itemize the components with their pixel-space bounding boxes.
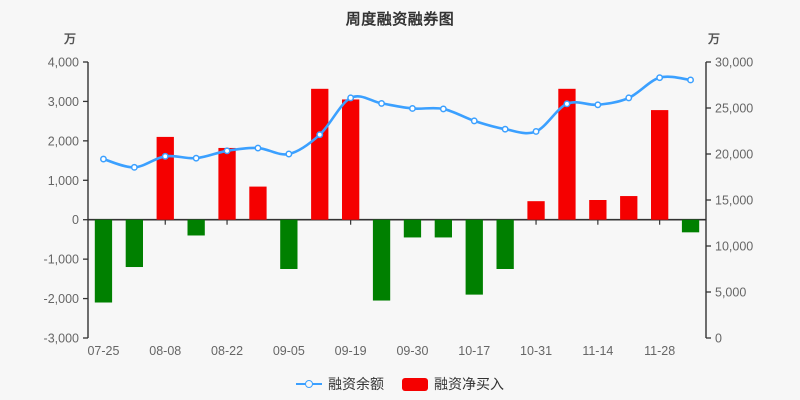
bar-09-19[interactable] bbox=[342, 99, 360, 220]
bar-11-28[interactable] bbox=[651, 110, 669, 220]
svg-text:0: 0 bbox=[72, 213, 79, 227]
svg-text:30,000: 30,000 bbox=[715, 56, 753, 70]
svg-text:3,000: 3,000 bbox=[48, 95, 79, 109]
svg-text:07-25: 07-25 bbox=[87, 344, 119, 358]
left-axis-unit: 万 bbox=[64, 32, 77, 46]
bar-10-10[interactable] bbox=[434, 219, 452, 238]
bar-10-24[interactable] bbox=[496, 219, 514, 269]
line-point-09-26[interactable] bbox=[378, 99, 385, 107]
svg-text:-3,000: -3,000 bbox=[44, 332, 79, 346]
svg-text:08-22: 08-22 bbox=[211, 344, 243, 358]
svg-text:15,000: 15,000 bbox=[715, 194, 753, 208]
line-point-10-10[interactable] bbox=[439, 105, 447, 113]
line-point-11-21[interactable] bbox=[625, 94, 633, 102]
line-point-10-17[interactable] bbox=[470, 117, 478, 125]
svg-text:20,000: 20,000 bbox=[715, 148, 753, 162]
bar-12-05[interactable] bbox=[681, 219, 700, 233]
bar-swatch-icon bbox=[402, 377, 428, 391]
line-point-08-08[interactable] bbox=[161, 152, 169, 160]
svg-text:4,000: 4,000 bbox=[48, 56, 79, 70]
svg-text:10,000: 10,000 bbox=[715, 240, 753, 254]
svg-text:5,000: 5,000 bbox=[715, 286, 746, 300]
line-point-09-05[interactable] bbox=[285, 150, 293, 158]
bar-08-15[interactable] bbox=[187, 219, 205, 236]
legend-item-financing-balance[interactable]: 融资余额 bbox=[296, 374, 384, 394]
bar-08-22[interactable] bbox=[218, 147, 236, 220]
bar-11-07[interactable] bbox=[558, 88, 576, 220]
line-series-financing-balance bbox=[102, 75, 692, 169]
chart-legend: 融资余额 融资净买入 bbox=[0, 374, 800, 394]
legend-label-net-purchase: 融资净买入 bbox=[434, 376, 504, 392]
bar-09-12[interactable] bbox=[311, 88, 329, 220]
line-marker-icon bbox=[296, 378, 322, 390]
bar-08-01[interactable] bbox=[125, 219, 143, 268]
svg-text:10-31: 10-31 bbox=[520, 344, 552, 358]
line-point-10-24[interactable] bbox=[501, 125, 509, 133]
left-axis-tick-labels: 4,000 3,000 2,000 1,000 0 -1,000 -2,000 -3,000 bbox=[44, 56, 80, 346]
bar-09-26[interactable] bbox=[372, 219, 391, 301]
line-point-08-15[interactable] bbox=[192, 154, 200, 162]
line-point-09-30[interactable] bbox=[409, 105, 416, 112]
svg-text:25,000: 25,000 bbox=[715, 102, 753, 116]
line-point-11-28[interactable] bbox=[656, 74, 664, 82]
svg-text:09-19: 09-19 bbox=[335, 344, 367, 358]
legend-item-net-purchase[interactable]: 融资净买入 bbox=[402, 374, 504, 394]
line-point-12-05[interactable] bbox=[687, 76, 694, 84]
bar-10-17[interactable] bbox=[465, 219, 483, 295]
line-markers bbox=[100, 74, 694, 171]
line-point-09-19[interactable] bbox=[347, 94, 355, 102]
svg-text:-2,000: -2,000 bbox=[44, 292, 79, 306]
line-point-09-12[interactable] bbox=[316, 131, 324, 139]
bar-07-25[interactable] bbox=[94, 219, 113, 303]
svg-text:1,000: 1,000 bbox=[48, 174, 79, 188]
axis-lines bbox=[83, 61, 711, 339]
bar-11-14[interactable] bbox=[589, 200, 607, 220]
svg-text:2,000: 2,000 bbox=[48, 134, 79, 148]
svg-text:09-05: 09-05 bbox=[273, 344, 305, 358]
line-point-11-07[interactable] bbox=[563, 100, 571, 108]
line-point-07-25[interactable] bbox=[100, 155, 107, 163]
bar-08-08[interactable] bbox=[156, 136, 174, 220]
svg-text:11-28: 11-28 bbox=[644, 344, 675, 358]
right-axis-unit: 万 bbox=[708, 32, 721, 46]
svg-text:-1,000: -1,000 bbox=[44, 253, 79, 267]
legend-label-financing-balance: 融资余额 bbox=[328, 376, 384, 392]
bar-09-30[interactable] bbox=[403, 219, 422, 238]
svg-text:11-14: 11-14 bbox=[582, 344, 613, 358]
line-point-08-01[interactable] bbox=[130, 163, 138, 171]
svg-text:10-17: 10-17 bbox=[458, 344, 490, 358]
line-point-10-31[interactable] bbox=[532, 128, 540, 135]
bar-10-31[interactable] bbox=[527, 201, 545, 220]
line-point-11-14[interactable] bbox=[594, 101, 602, 109]
x-axis-tick-labels: 07-25 08-08 08-22 09-05 09-19 09-30 10-17 10-31… bbox=[87, 344, 675, 358]
bar-09-05[interactable] bbox=[280, 219, 298, 269]
bar-11-21[interactable] bbox=[620, 196, 638, 220]
svg-text:09-30: 09-30 bbox=[396, 344, 428, 358]
line-point-08-22[interactable] bbox=[223, 147, 231, 155]
line-point-08-29[interactable] bbox=[254, 144, 262, 152]
right-axis-tick-labels: 30,000 25,000 20,000 15,000 10,000 5,000 0 bbox=[715, 56, 753, 346]
svg-text:0: 0 bbox=[715, 332, 722, 346]
bar-series-net-purchase bbox=[94, 88, 700, 303]
page-title: 周度融资融券图 bbox=[345, 11, 455, 28]
bar-08-29[interactable] bbox=[249, 186, 267, 220]
svg-text:08-08: 08-08 bbox=[149, 344, 181, 358]
